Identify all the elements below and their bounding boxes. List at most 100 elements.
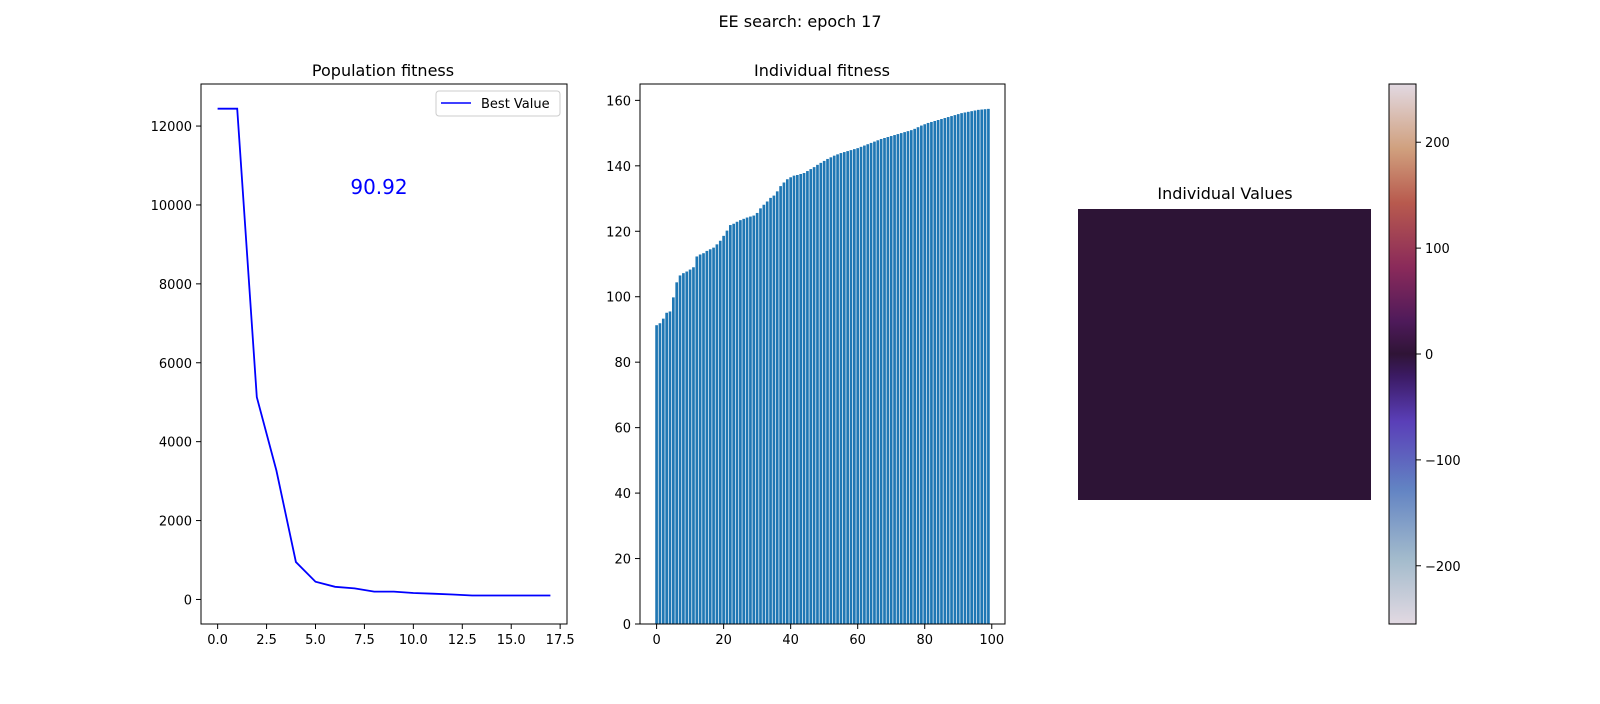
bar bbox=[866, 144, 870, 624]
y-tick-label: 60 bbox=[614, 422, 631, 437]
y-tick-label: 6000 bbox=[159, 357, 192, 372]
bar bbox=[832, 155, 836, 625]
x-tick-label: 40 bbox=[782, 633, 799, 648]
individual-fitness-bars bbox=[655, 108, 990, 625]
bar bbox=[655, 325, 658, 624]
bar bbox=[718, 240, 722, 624]
y-tick-label: 160 bbox=[606, 94, 631, 109]
bar bbox=[739, 220, 742, 624]
colorbar-tick-label: −200 bbox=[1425, 560, 1461, 575]
bar bbox=[930, 121, 933, 625]
bar bbox=[692, 267, 695, 624]
bar bbox=[859, 146, 863, 624]
x-tick-label: 0 bbox=[652, 633, 660, 648]
bar bbox=[896, 134, 900, 624]
bar bbox=[920, 125, 923, 624]
bar bbox=[789, 177, 792, 624]
figure-title: EE search: epoch 17 bbox=[718, 12, 881, 31]
bar bbox=[678, 275, 682, 624]
bar bbox=[886, 137, 890, 624]
y-tick-label: 10000 bbox=[151, 199, 192, 214]
bar bbox=[899, 133, 903, 624]
bar bbox=[980, 109, 984, 624]
bar bbox=[943, 118, 947, 624]
x-tick-label: 10.0 bbox=[399, 633, 428, 648]
bar bbox=[658, 323, 662, 624]
bar bbox=[856, 148, 860, 624]
bar bbox=[953, 115, 957, 624]
bar bbox=[916, 127, 920, 624]
bar bbox=[973, 110, 977, 624]
y-tick-label: 2000 bbox=[159, 515, 192, 530]
bar bbox=[879, 138, 883, 625]
bar bbox=[950, 116, 953, 624]
colorbar-tick-label: 100 bbox=[1425, 242, 1450, 257]
y-tick-label: 140 bbox=[606, 160, 631, 175]
bar bbox=[906, 131, 910, 624]
x-tick-label: 15.0 bbox=[497, 633, 526, 648]
bar bbox=[725, 230, 729, 624]
bar bbox=[822, 160, 826, 624]
bar bbox=[775, 191, 779, 624]
y-tick-label: 8000 bbox=[159, 278, 192, 293]
bar bbox=[735, 221, 739, 624]
x-tick-label: 20 bbox=[715, 633, 732, 648]
population-fitness-series bbox=[217, 107, 551, 597]
bar bbox=[688, 269, 692, 624]
x-tick-label: 60 bbox=[849, 633, 866, 648]
bar bbox=[809, 169, 813, 624]
individual-fitness-panel: Individual fitness 0 20 40 60 80 100 0 20 40 60 80… bbox=[606, 61, 1006, 648]
bar bbox=[913, 128, 917, 624]
y-tick-label: 120 bbox=[606, 225, 631, 240]
bar bbox=[752, 215, 756, 624]
x-tick-label: 0.0 bbox=[207, 633, 228, 648]
bar bbox=[983, 109, 987, 624]
bar bbox=[702, 253, 705, 624]
bar bbox=[819, 162, 823, 624]
bar bbox=[812, 167, 816, 624]
bar bbox=[849, 150, 853, 625]
y-tick-label: 80 bbox=[614, 356, 631, 371]
bar bbox=[923, 124, 927, 624]
bar bbox=[889, 136, 893, 625]
bar bbox=[933, 120, 937, 624]
bar bbox=[675, 282, 679, 624]
x-tick-label: 5.0 bbox=[305, 633, 326, 648]
bar bbox=[893, 135, 896, 625]
bar bbox=[682, 273, 685, 624]
bar bbox=[708, 249, 712, 624]
colorbar-tick-label: 200 bbox=[1425, 136, 1450, 151]
bar bbox=[785, 179, 789, 625]
bar bbox=[765, 201, 769, 625]
bar bbox=[759, 208, 762, 625]
bar bbox=[842, 152, 846, 624]
x-tick-label: 17.5 bbox=[546, 633, 575, 648]
bar bbox=[782, 182, 786, 624]
bar bbox=[970, 111, 973, 624]
colorbar bbox=[1388, 83, 1417, 625]
bar bbox=[715, 244, 719, 625]
individual-fitness-axes-frame bbox=[639, 83, 1006, 625]
bar bbox=[853, 149, 856, 624]
population-fitness-axes-frame bbox=[200, 83, 568, 625]
individual-values-panel: Individual Values −200 −100 0 100 200 bbox=[1078, 83, 1461, 625]
colorbar-tick-label: −100 bbox=[1425, 454, 1461, 469]
bar bbox=[745, 217, 749, 624]
bar bbox=[792, 175, 796, 624]
bar bbox=[755, 212, 759, 624]
y-tick-label: 12000 bbox=[151, 120, 192, 135]
legend-box bbox=[435, 90, 561, 117]
x-tick-label: 7.5 bbox=[354, 633, 375, 648]
bar bbox=[749, 216, 752, 625]
bar bbox=[936, 120, 940, 624]
best-value-annotation: 90.92 bbox=[350, 175, 407, 199]
x-tick-label: 80 bbox=[916, 633, 933, 648]
bar bbox=[863, 145, 866, 624]
bar bbox=[987, 108, 990, 625]
bar bbox=[772, 195, 776, 624]
bar bbox=[769, 197, 772, 624]
bar bbox=[946, 117, 950, 625]
bar bbox=[779, 186, 782, 625]
bar bbox=[665, 312, 668, 624]
